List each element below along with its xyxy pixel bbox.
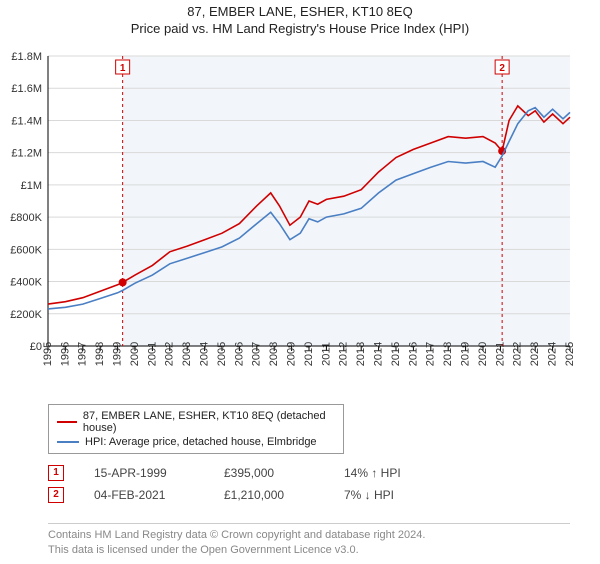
svg-text:£1M: £1M	[21, 180, 42, 192]
svg-text:£1.4M: £1.4M	[11, 115, 42, 127]
svg-text:2020: 2020	[477, 342, 489, 366]
svg-text:2002: 2002	[164, 342, 176, 366]
svg-text:2006: 2006	[233, 342, 245, 366]
svg-text:1998: 1998	[94, 342, 106, 366]
marker-row: 1 15-APR-1999 £395,000 14% ↑ HPI	[48, 462, 560, 484]
marker-table: 1 15-APR-1999 £395,000 14% ↑ HPI 2 04-FEB-202…	[48, 462, 560, 506]
legend-item: HPI: Average price, detached house, Elmb…	[57, 435, 335, 449]
chart-area: £0 £200K £400K £600K £800K £1M £1.2M £1.4M £1.6M…	[0, 46, 600, 404]
legend-box: 87, EMBER LANE, ESHER, KT10 8EQ (detache…	[48, 404, 344, 454]
svg-text:2021: 2021	[494, 342, 506, 366]
svg-text:1995: 1995	[42, 342, 54, 366]
chart-container: 87, EMBER LANE, ESHER, KT10 8EQ Price pa…	[0, 4, 600, 564]
svg-text:2: 2	[499, 63, 505, 74]
marker-row: 2 04-FEB-2021 £1,210,000 7% ↓ HPI	[48, 484, 560, 506]
svg-text:2003: 2003	[181, 342, 193, 366]
svg-text:2018: 2018	[442, 342, 454, 366]
svg-text:2019: 2019	[460, 342, 472, 366]
chart-subtitle: Price paid vs. HM Land Registry's House …	[0, 21, 600, 36]
marker-date: 15-APR-1999	[94, 466, 194, 480]
svg-text:2001: 2001	[146, 342, 158, 366]
svg-text:2012: 2012	[338, 342, 350, 366]
svg-text:2023: 2023	[529, 342, 541, 366]
svg-text:2024: 2024	[547, 342, 559, 366]
svg-text:2009: 2009	[286, 342, 298, 366]
svg-text:2011: 2011	[320, 342, 332, 366]
svg-text:2013: 2013	[355, 342, 367, 366]
svg-text:£1.2M: £1.2M	[11, 148, 42, 160]
marker-date: 04-FEB-2021	[94, 488, 194, 502]
svg-text:£200K: £200K	[10, 309, 42, 321]
marker-price: £395,000	[224, 466, 314, 480]
legend-label: HPI: Average price, detached house, Elmb…	[85, 436, 317, 448]
svg-text:2005: 2005	[216, 342, 228, 366]
footer-attribution: Contains HM Land Registry data © Crown c…	[48, 523, 570, 558]
svg-text:2008: 2008	[268, 342, 280, 366]
svg-text:£0: £0	[30, 341, 42, 353]
legend-item: 87, EMBER LANE, ESHER, KT10 8EQ (detache…	[57, 409, 335, 435]
svg-text:£400K: £400K	[10, 277, 42, 289]
svg-text:£600K: £600K	[10, 244, 42, 256]
svg-text:1999: 1999	[112, 342, 124, 366]
marker-hpi: 7% ↓ HPI	[344, 488, 424, 502]
svg-text:£1.8M: £1.8M	[11, 51, 42, 63]
svg-text:2010: 2010	[303, 342, 315, 366]
svg-text:£1.6M: £1.6M	[11, 83, 42, 95]
svg-text:1996: 1996	[59, 342, 71, 366]
svg-text:2007: 2007	[251, 342, 263, 366]
svg-text:2025: 2025	[564, 342, 576, 366]
marker-hpi: 14% ↑ HPI	[344, 466, 424, 480]
svg-text:1: 1	[120, 63, 126, 74]
svg-text:2016: 2016	[407, 342, 419, 366]
marker-price: £1,210,000	[224, 488, 314, 502]
svg-text:2014: 2014	[373, 342, 385, 366]
legend-swatch	[57, 441, 79, 443]
svg-text:£800K: £800K	[10, 212, 42, 224]
svg-text:1997: 1997	[77, 342, 89, 366]
marker-badge: 2	[48, 487, 64, 503]
marker-badge: 1	[48, 465, 64, 481]
svg-text:2017: 2017	[425, 342, 437, 366]
footer-line-1: Contains HM Land Registry data © Crown c…	[48, 528, 570, 543]
legend-swatch	[57, 421, 77, 423]
svg-text:2022: 2022	[512, 342, 524, 366]
chart-svg: £0 £200K £400K £600K £800K £1M £1.2M £1.4M £1.6M…	[0, 46, 600, 404]
legend-label: 87, EMBER LANE, ESHER, KT10 8EQ (detache…	[83, 410, 335, 434]
svg-text:2015: 2015	[390, 342, 402, 366]
footer-line-2: This data is licensed under the Open Gov…	[48, 543, 570, 558]
svg-text:2000: 2000	[129, 342, 141, 366]
svg-text:2004: 2004	[199, 342, 211, 366]
legend-and-info: 87, EMBER LANE, ESHER, KT10 8EQ (detache…	[48, 404, 560, 506]
chart-title: 87, EMBER LANE, ESHER, KT10 8EQ	[0, 4, 600, 19]
